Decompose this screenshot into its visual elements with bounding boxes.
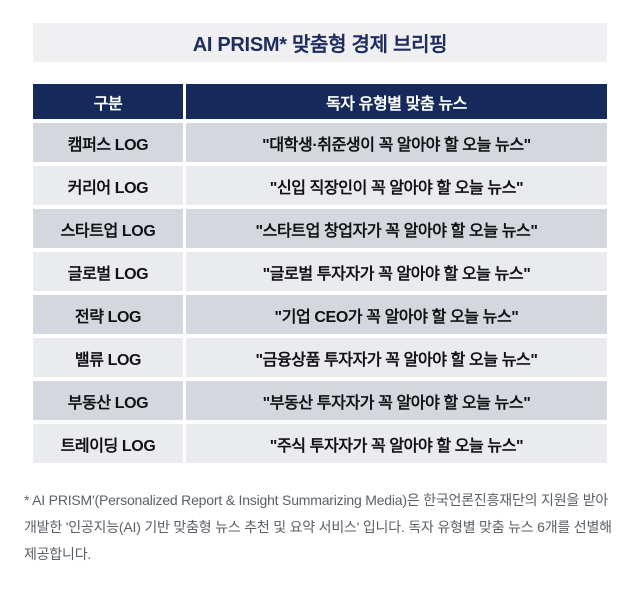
row-news: "기업 CEO가 꼭 알아야 할 오늘 뉴스": [186, 295, 607, 334]
table-row: 커리어 LOG "신입 직장인이 꼭 알아야 할 오늘 뉴스": [33, 166, 607, 205]
column-header-news: 독자 유형별 맞춤 뉴스: [186, 84, 607, 119]
table-row: 스타트업 LOG "스타트업 창업자가 꼭 알아야 할 오늘 뉴스": [33, 209, 607, 248]
row-news: "부동산 투자자가 꼭 알아야 할 오늘 뉴스": [186, 381, 607, 420]
table-row: 글로벌 LOG "글로벌 투자자가 꼭 알아야 할 오늘 뉴스": [33, 252, 607, 291]
table-row: 전략 LOG "기업 CEO가 꼭 알아야 할 오늘 뉴스": [33, 295, 607, 334]
row-category: 전략 LOG: [33, 295, 183, 334]
table-row: 트레이딩 LOG "주식 투자자가 꼭 알아야 할 오늘 뉴스": [33, 424, 607, 463]
row-news: "금융상품 투자자가 꼭 알아야 할 오늘 뉴스": [186, 338, 607, 377]
row-news: "대학생·취준생이 꼭 알아야 할 오늘 뉴스": [186, 123, 607, 162]
footnote-text: * AI PRISM'(Personalized Report & Insigh…: [24, 492, 612, 562]
row-category: 부동산 LOG: [33, 381, 183, 420]
row-news: "스타트업 창업자가 꼭 알아야 할 오늘 뉴스": [186, 209, 607, 248]
table-row: 캠퍼스 LOG "대학생·취준생이 꼭 알아야 할 오늘 뉴스": [33, 123, 607, 162]
table-row: 부동산 LOG "부동산 투자자가 꼭 알아야 할 오늘 뉴스": [33, 381, 607, 420]
row-news: "신입 직장인이 꼭 알아야 할 오늘 뉴스": [186, 166, 607, 205]
row-category: 글로벌 LOG: [33, 252, 183, 291]
page-title-bar: AI PRISM* 맞춤형 경제 브리핑: [33, 23, 607, 62]
row-category: 밸류 LOG: [33, 338, 183, 377]
row-category: 트레이딩 LOG: [33, 424, 183, 463]
column-header-category: 구분: [33, 84, 183, 119]
row-news: "글로벌 투자자가 꼭 알아야 할 오늘 뉴스": [186, 252, 607, 291]
table-header-row: 구분 독자 유형별 맞춤 뉴스: [33, 84, 607, 119]
row-category: 캠퍼스 LOG: [33, 123, 183, 162]
row-category: 커리어 LOG: [33, 166, 183, 205]
news-type-table: 구분 독자 유형별 맞춤 뉴스 캠퍼스 LOG "대학생·취준생이 꼭 알아야 …: [33, 84, 607, 463]
table-row: 밸류 LOG "금융상품 투자자가 꼭 알아야 할 오늘 뉴스": [33, 338, 607, 377]
page-title: AI PRISM* 맞춤형 경제 브리핑: [192, 34, 448, 56]
row-category: 스타트업 LOG: [33, 209, 183, 248]
row-news: "주식 투자자가 꼭 알아야 할 오늘 뉴스": [186, 424, 607, 463]
